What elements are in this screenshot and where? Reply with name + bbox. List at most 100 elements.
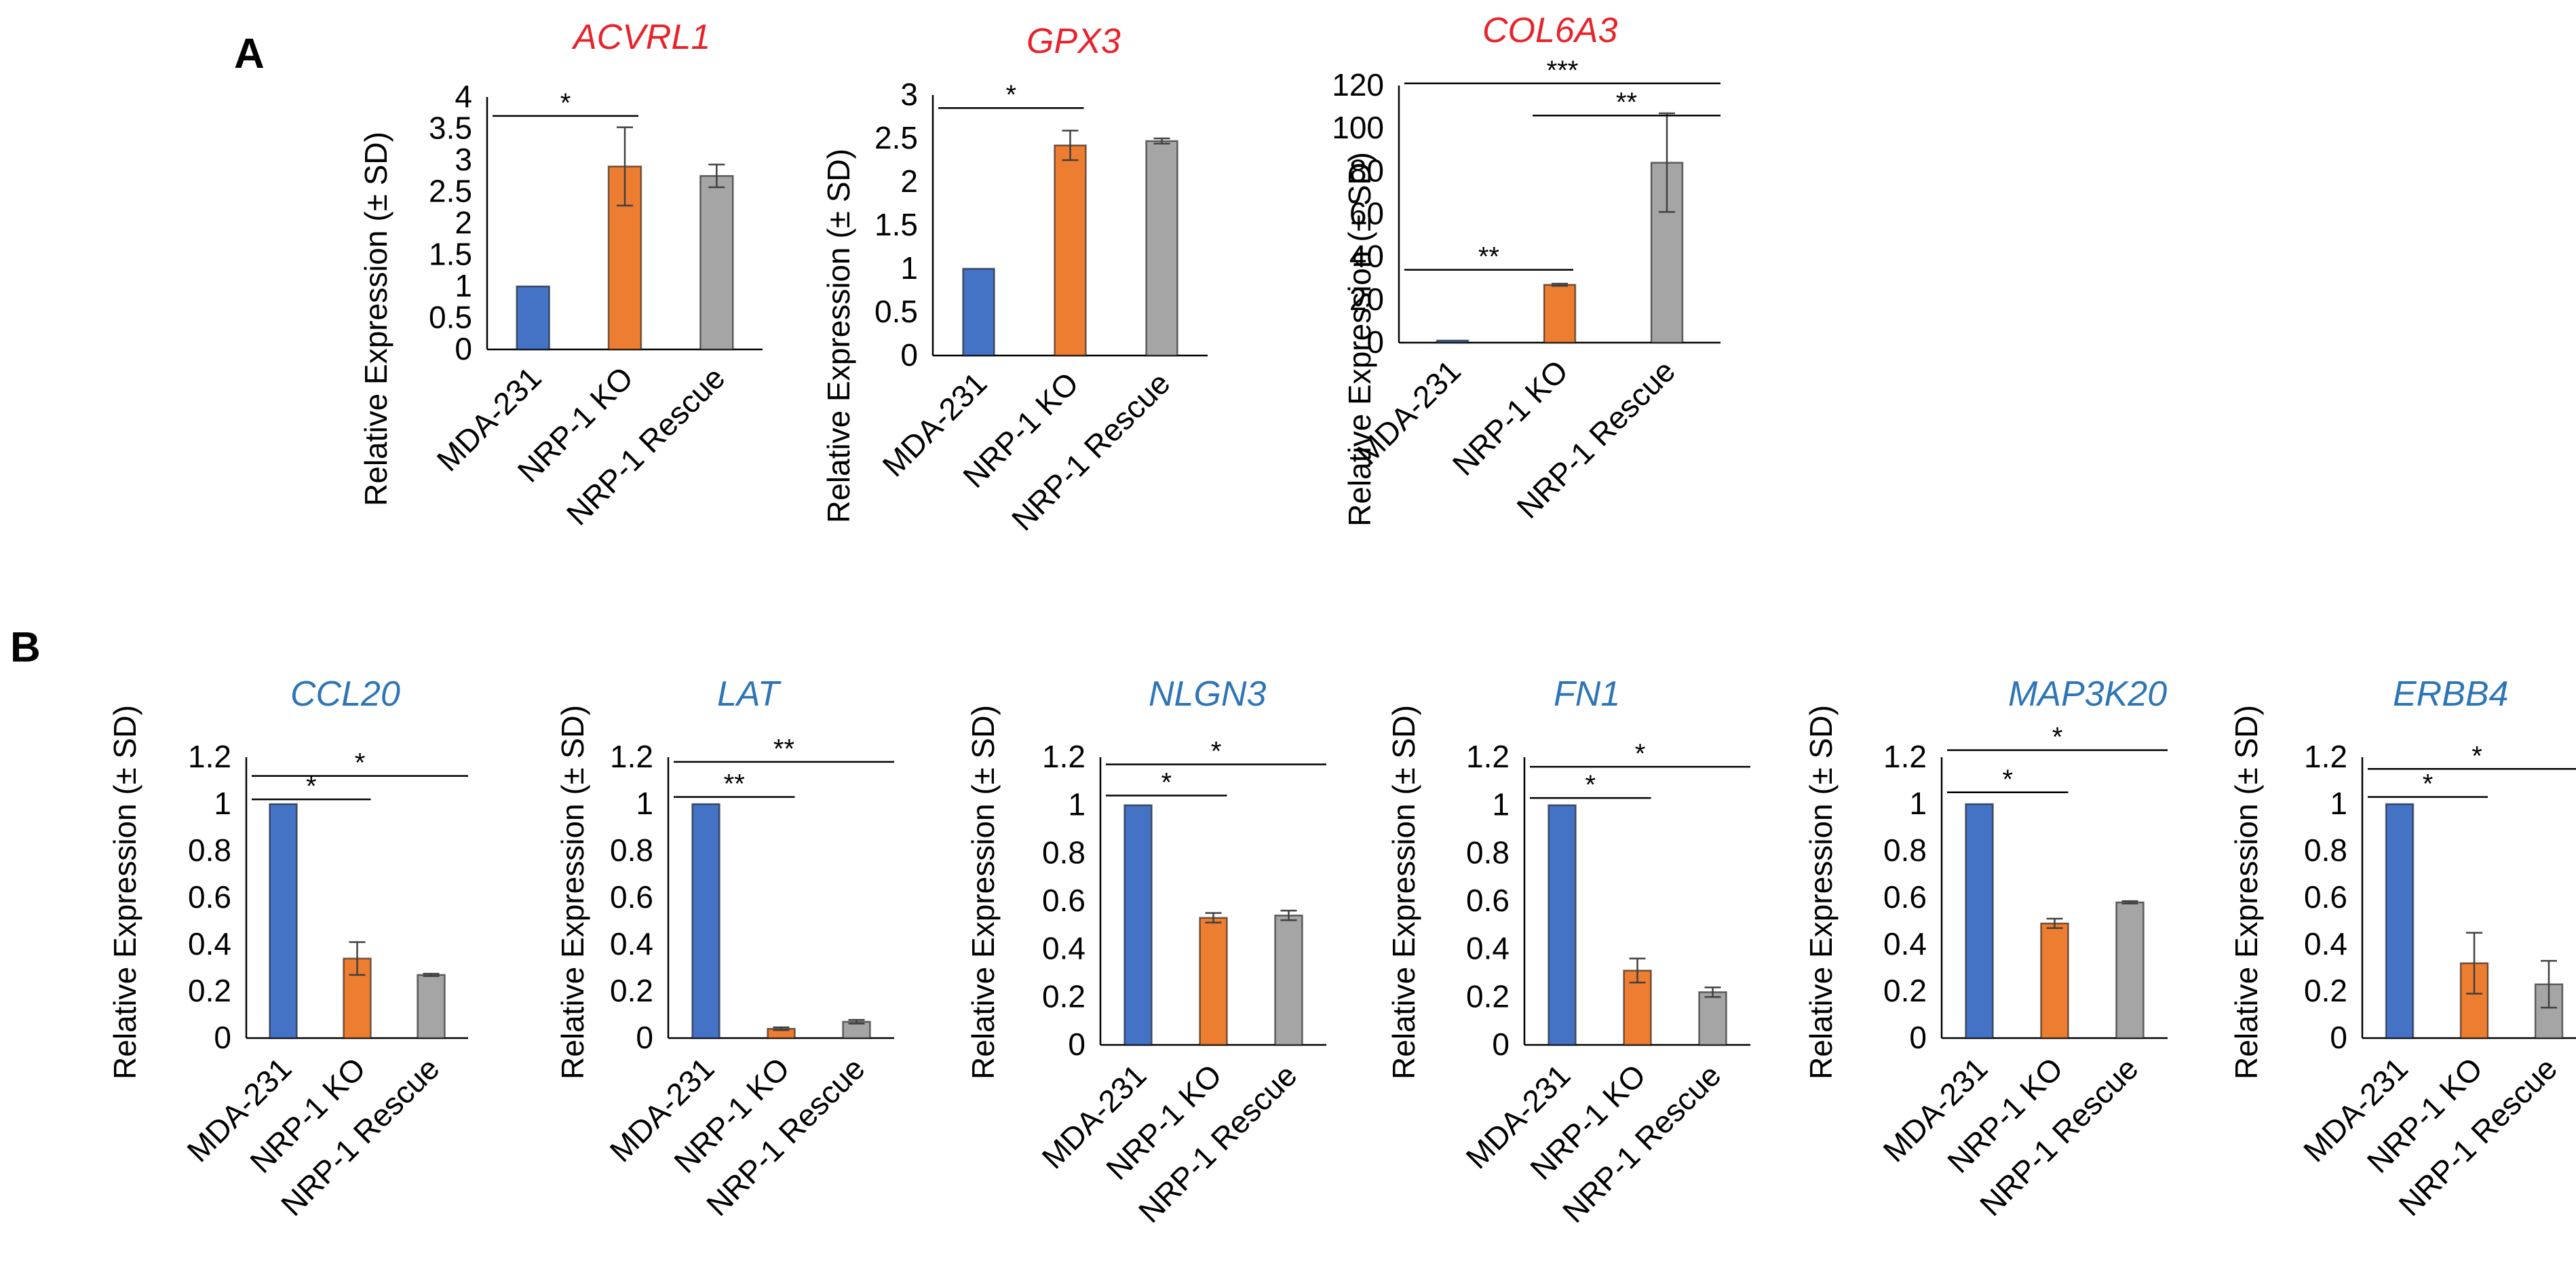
y-tick-label: 0.8 xyxy=(610,833,653,868)
y-tick-label: 0 xyxy=(900,337,918,372)
y-tick-label: 0.4 xyxy=(1042,931,1085,966)
significance-label: * xyxy=(560,88,571,118)
bar-mda231 xyxy=(2385,803,2415,1039)
y-tick-label: 1.2 xyxy=(1466,739,1510,774)
y-axis-title: Relative Expression (± SD) xyxy=(1342,152,1377,527)
chart-title: FN1 xyxy=(1554,674,1620,714)
y-tick-label: 0 xyxy=(636,1020,653,1055)
y-tick-label: 0.6 xyxy=(1883,879,1927,915)
y-axis-title: Relative Expression (± SD) xyxy=(358,132,393,506)
y-tick-label: 4 xyxy=(455,79,472,114)
y-axis-title: Relative Expression (± SD) xyxy=(965,705,1001,1079)
chart-nlgn3: NLGN3 0 0.2 0.4 0.6 0.8 1 1.2 Relative Expressio… xyxy=(965,674,1326,1229)
y-tick-label: 0.6 xyxy=(2304,879,2347,915)
y-tick-label: 2 xyxy=(900,164,918,199)
y-tick-label: 100 xyxy=(1332,110,1384,145)
chart-acvrl1: ACVRL1 00.511.522.533.54 Relative Expressi… xyxy=(358,18,763,532)
significance-label: * xyxy=(1161,768,1172,798)
chart-title: MAP3K20 xyxy=(2008,674,2167,714)
y-tick-label: 0.8 xyxy=(188,833,231,868)
chart-lat: LAT 0 0.2 0.4 0.6 0.8 1 1.2 Relative Expression … xyxy=(555,674,894,1223)
y-axis-title: Relative Expression (± SD) xyxy=(821,149,856,523)
y-tick-label: 0.5 xyxy=(429,300,472,335)
significance-label: *** xyxy=(1547,56,1579,85)
y-tick-label: 0.6 xyxy=(610,879,653,915)
y-axis-title: Relative Expression (± SD) xyxy=(1803,705,1839,1079)
significance-label: * xyxy=(306,771,317,801)
bar-mda231 xyxy=(516,285,550,351)
y-tick-label: 1 xyxy=(1909,786,1927,821)
y-tick-label: 0.6 xyxy=(188,879,231,915)
y-tick-label: 2 xyxy=(455,205,472,240)
chart-fn1: FN1 0 0.2 0.4 0.6 0.8 1 1.2 Relative Expression … xyxy=(1386,674,1750,1229)
panel-label-a: A xyxy=(234,31,265,77)
y-tick-label: 1.2 xyxy=(1883,739,1927,774)
y-tick-label: 0 xyxy=(1366,324,1384,360)
y-axis-title: Relative Expression (± SD) xyxy=(1386,705,1421,1079)
chart-title: ACVRL1 xyxy=(571,18,710,57)
bar-nrp1-rescue xyxy=(1274,914,1303,1046)
chart-title: COL6A3 xyxy=(1482,11,1618,50)
y-tick-label: 0.2 xyxy=(188,973,231,1008)
y-tick-label: 0.2 xyxy=(1042,978,1085,1014)
significance-label: * xyxy=(1005,80,1016,110)
y-tick-label: 1.2 xyxy=(1042,739,1085,774)
significance-label: ** xyxy=(1616,88,1637,117)
y-tick-label: 0.2 xyxy=(610,973,653,1008)
bar-nrp1-rescue xyxy=(699,175,734,351)
significance-label: * xyxy=(1211,737,1222,767)
bar-nrp1-rescue xyxy=(1145,140,1178,357)
y-tick-label: 20 xyxy=(1349,282,1384,317)
bar-nrp1-ko xyxy=(2040,922,2069,1039)
x-tick-label: NRP-1 Rescue xyxy=(1005,365,1177,537)
bar-mda231 xyxy=(962,267,995,357)
y-tick-label: 1.5 xyxy=(874,207,918,242)
y-tick-label: 1 xyxy=(455,268,472,303)
y-tick-label: 0.4 xyxy=(610,926,653,961)
bar-nrp1-rescue xyxy=(1698,991,1727,1046)
y-tick-label: 120 xyxy=(1332,67,1384,102)
y-tick-label: 0.8 xyxy=(1883,833,1927,868)
x-tick-label: NRP-1 Rescue xyxy=(560,360,732,532)
significance-label: * xyxy=(2423,769,2434,799)
y-tick-label: 3 xyxy=(455,142,472,177)
y-tick-label: 1.2 xyxy=(2304,739,2347,774)
chart-title: NLGN3 xyxy=(1149,674,1266,714)
bar-mda231 xyxy=(1547,804,1577,1046)
y-axis-title: Relative Expression (± SD) xyxy=(555,705,590,1079)
y-tick-label: 0.6 xyxy=(1466,883,1510,918)
bar-mda231 xyxy=(1123,804,1153,1046)
chart-title: ERBB4 xyxy=(2393,674,2509,714)
bar-nrp1-rescue xyxy=(417,974,446,1039)
panel-label-b: B xyxy=(10,624,41,671)
bar-nrp1-rescue xyxy=(842,1020,871,1039)
significance-label: * xyxy=(2002,765,2013,795)
significance-label: ** xyxy=(724,769,745,799)
y-tick-label: 80 xyxy=(1349,153,1384,188)
y-tick-label: 1.2 xyxy=(610,739,653,774)
y-tick-label: 0.6 xyxy=(1042,883,1085,918)
y-tick-label: 0 xyxy=(455,331,472,366)
y-tick-label: 0.2 xyxy=(1466,978,1510,1014)
chart-erbb4: ERBB4 0 0.2 0.4 0.6 0.8 1 1.2 Relative Expressio… xyxy=(2229,674,2576,1223)
bar-mda231 xyxy=(1965,803,1994,1039)
y-tick-label: 0 xyxy=(1492,1027,1510,1062)
bar-mda231 xyxy=(691,803,720,1039)
y-tick-label: 2.5 xyxy=(429,174,472,209)
y-tick-label: 1 xyxy=(636,786,653,821)
y-tick-label: 1 xyxy=(900,250,918,286)
chart-gpx3: GPX3 0 0.5 1 1.5 2 2.5 3 Relative Expression (± … xyxy=(821,22,1208,537)
y-tick-label: 1.2 xyxy=(188,739,231,774)
significance-label: * xyxy=(1585,770,1596,800)
y-tick-label: 3.5 xyxy=(429,111,472,146)
y-tick-label: 1 xyxy=(1492,787,1510,822)
bar-mda231 xyxy=(269,803,298,1039)
bar-mda231 xyxy=(1436,339,1469,344)
chart-ccl20: CCL20 0 0.2 0.4 0.6 0.8 1 1.2 Relative Expressio… xyxy=(107,674,468,1223)
y-tick-label: 0 xyxy=(214,1020,231,1055)
y-tick-label: 3 xyxy=(900,77,918,112)
significance-label: * xyxy=(1635,739,1646,769)
bar-nrp1-ko xyxy=(1054,144,1087,357)
